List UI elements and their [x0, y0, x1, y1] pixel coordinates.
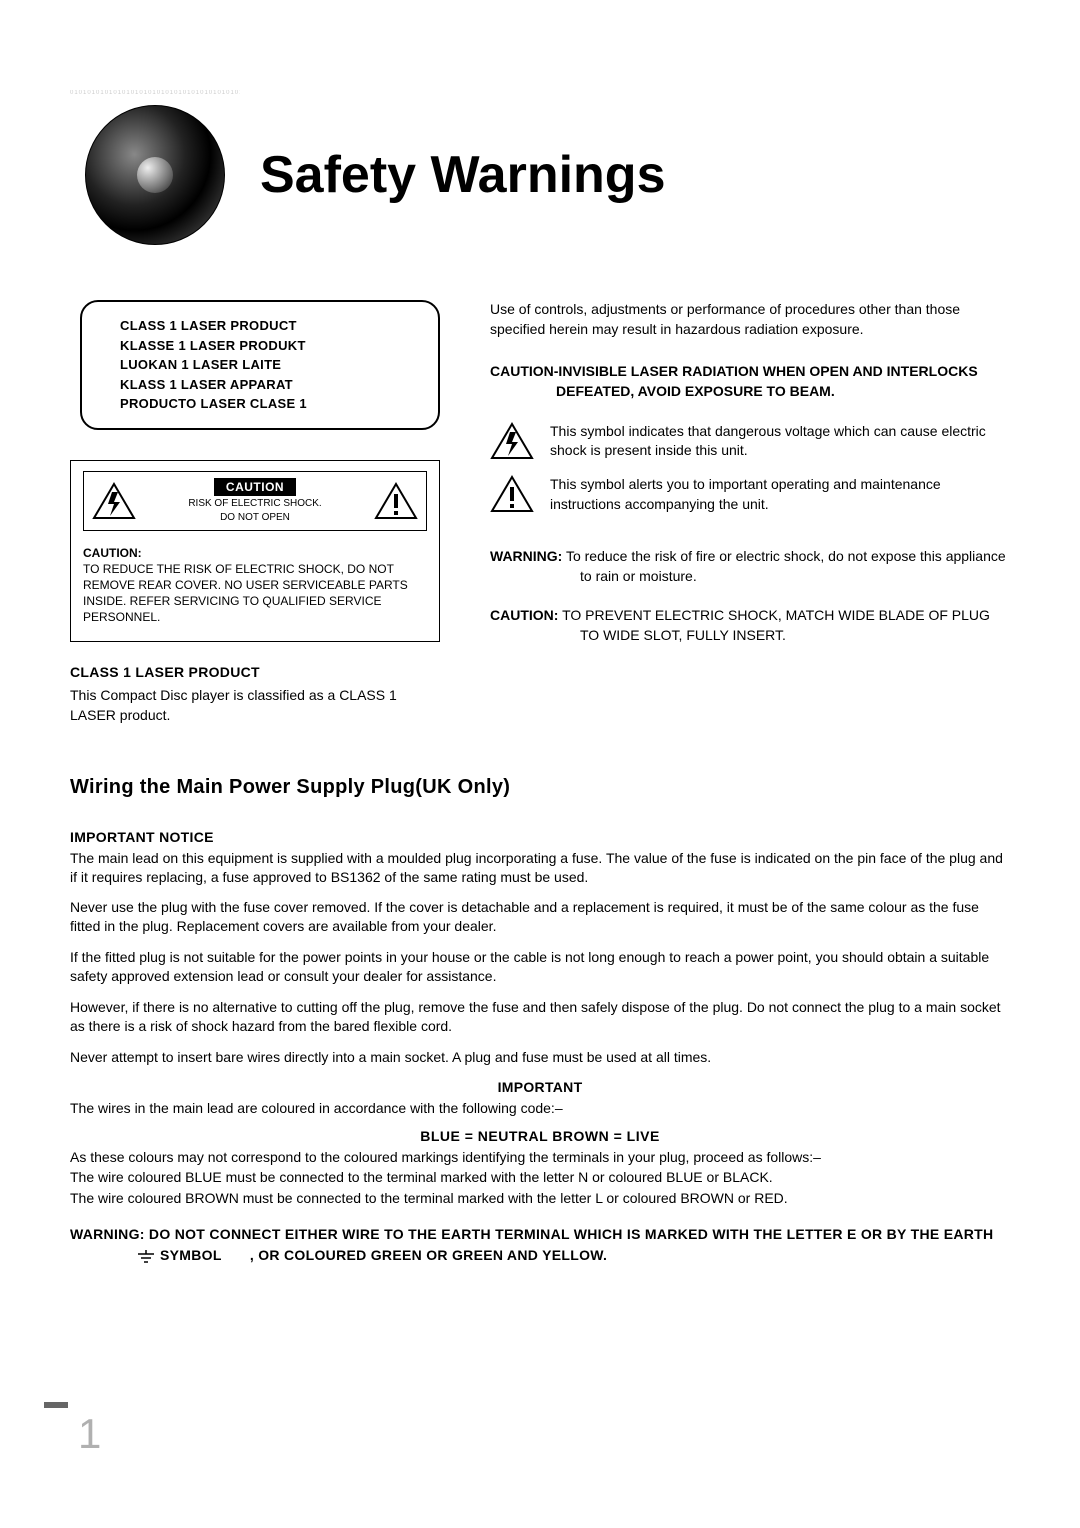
- page-header: Safety Warnings: [70, 90, 1010, 260]
- important-heading: IMPORTANT: [70, 1079, 1010, 1095]
- earth-warning: WARNING: DO NOT CONNECT EITHER WIRE TO T…: [70, 1224, 1010, 1265]
- exclamation-triangle-icon: [374, 482, 418, 520]
- caution-sub1: RISK OF ELECTRIC SHOCK.: [142, 498, 368, 510]
- top-columns: CLASS 1 LASER PRODUCT KLASSE 1 LASER PRO…: [70, 300, 1010, 726]
- left-column: CLASS 1 LASER PRODUCT KLASSE 1 LASER PRO…: [70, 300, 440, 726]
- speaker-icon: [70, 90, 240, 260]
- wiring-section: Wiring the Main Power Supply Plug(UK Onl…: [70, 776, 1010, 1265]
- wiring-heading: Wiring the Main Power Supply Plug(UK Onl…: [70, 776, 1010, 799]
- warning-label: WARNING:: [490, 548, 562, 564]
- wiring-p6: The wires in the main lead are coloured …: [70, 1099, 1010, 1118]
- wiring-p4: However, if there is no alternative to c…: [70, 998, 1010, 1036]
- wiring-p5: Never attempt to insert bare wires direc…: [70, 1048, 1010, 1067]
- invisible-laser-caution: CAUTION-INVISIBLE LASER RADIATION WHEN O…: [490, 361, 1010, 402]
- warning-text: To reduce the risk of fire or electric s…: [562, 548, 1005, 584]
- lightning-triangle-icon: [490, 422, 534, 460]
- page-title: Safety Warnings: [260, 145, 666, 205]
- earth-symbol-icon: [226, 1249, 246, 1263]
- invisible-laser-text: CAUTION-INVISIBLE LASER RADIATION WHEN O…: [490, 361, 1010, 402]
- laser-line: PRODUCTO LASER CLASE 1: [120, 394, 400, 414]
- class1-para: This Compact Disc player is classified a…: [70, 686, 440, 725]
- caution-panel: CAUTION RISK OF ELECTRIC SHOCK. DO NOT O…: [70, 460, 440, 643]
- lightning-triangle-icon: [92, 482, 136, 520]
- caution-inner: CAUTION RISK OF ELECTRIC SHOCK. DO NOT O…: [83, 471, 427, 531]
- wiring-p1: The main lead on this equipment is suppl…: [70, 849, 1010, 887]
- laser-line: KLASS 1 LASER APPARAT: [120, 375, 400, 395]
- wire-colors: BLUE = NEUTRAL BROWN = LIVE: [70, 1128, 1010, 1144]
- wiring-p3: If the fitted plug is not suitable for t…: [70, 948, 1010, 986]
- caution-label: CAUTION:: [83, 546, 142, 560]
- symbol-bang-text: This symbol alerts you to important oper…: [550, 475, 1010, 514]
- laser-line: CLASS 1 LASER PRODUCT: [120, 316, 400, 336]
- caution-text2: TO PREVENT ELECTRIC SHOCK, MATCH WIDE BL…: [558, 607, 989, 643]
- wiring-p8: The wire coloured BLUE must be connected…: [70, 1168, 1010, 1187]
- wiring-p7: As these colours may not correspond to t…: [70, 1148, 1010, 1167]
- caution-bar: CAUTION: [214, 478, 296, 496]
- caution-body: CAUTION: TO REDUCE THE RISK OF ELECTRIC …: [83, 545, 427, 626]
- laser-line: KLASSE 1 LASER PRODUKT: [120, 336, 400, 356]
- caution-text: TO REDUCE THE RISK OF ELECTRIC SHOCK, DO…: [83, 562, 408, 625]
- intro-para: Use of controls, adjustments or performa…: [490, 300, 1010, 339]
- caution-mid: CAUTION RISK OF ELECTRIC SHOCK. DO NOT O…: [142, 478, 368, 524]
- symbol-row-bang: This symbol alerts you to important oper…: [490, 475, 1010, 514]
- important-notice-heading: IMPORTANT NOTICE: [70, 829, 1010, 845]
- symbol-row-bolt: This symbol indicates that dangerous vol…: [490, 422, 1010, 461]
- caution-sub2: DO NOT OPEN: [142, 512, 368, 524]
- symbol-bolt-text: This symbol indicates that dangerous vol…: [550, 422, 1010, 461]
- wiring-p9: The wire coloured BROWN must be connecte…: [70, 1189, 1010, 1208]
- right-column: Use of controls, adjustments or performa…: [490, 300, 1010, 726]
- caution-label2: CAUTION:: [490, 607, 558, 623]
- warning-block: WARNING: To reduce the risk of fire or e…: [490, 546, 1010, 587]
- laser-line: LUOKAN 1 LASER LAITE: [120, 355, 400, 375]
- earth-warning-text2: , OR COLOURED GREEN OR GREEN AND YELLOW.: [250, 1247, 607, 1263]
- wire-colors-text: BLUE = NEUTRAL BROWN = LIVE: [420, 1128, 660, 1144]
- wiring-p2: Never use the plug with the fuse cover r…: [70, 898, 1010, 936]
- page-number: 1: [78, 1410, 101, 1458]
- class1-heading: CLASS 1 LASER PRODUCT: [70, 664, 440, 680]
- laser-class-box: CLASS 1 LASER PRODUCT KLASSE 1 LASER PRO…: [80, 300, 440, 430]
- caution-block: CAUTION: TO PREVENT ELECTRIC SHOCK, MATC…: [490, 605, 1010, 646]
- exclamation-triangle-icon: [490, 475, 534, 513]
- page-dash: [44, 1402, 68, 1408]
